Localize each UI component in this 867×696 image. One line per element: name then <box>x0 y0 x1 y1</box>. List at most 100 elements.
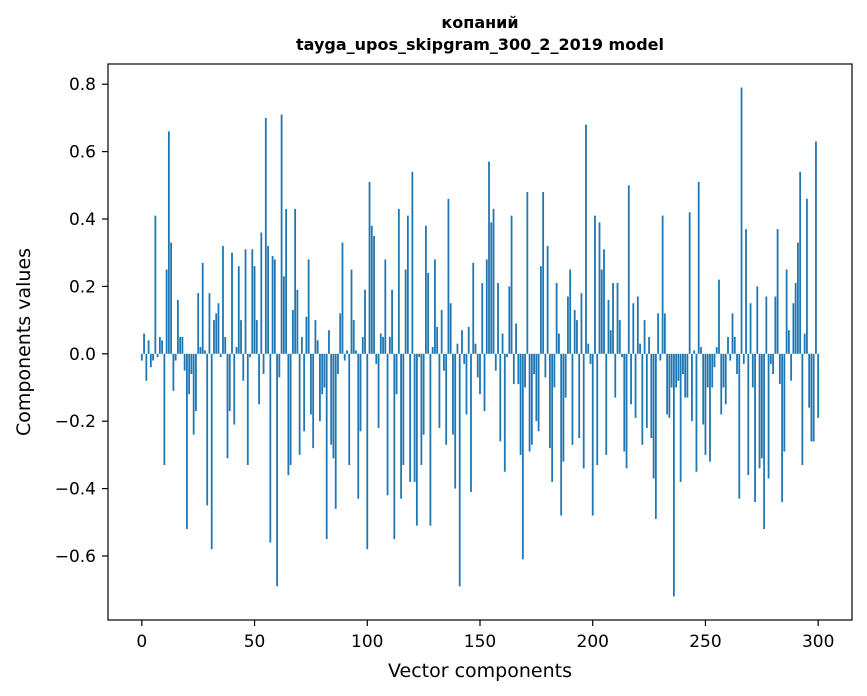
bar <box>600 269 603 354</box>
bar <box>526 192 529 354</box>
y-tick-label: −0.4 <box>55 480 96 500</box>
bar <box>718 279 720 354</box>
bar <box>740 87 743 354</box>
bar <box>215 313 218 354</box>
bar <box>672 353 675 597</box>
bar <box>195 353 197 412</box>
bar <box>395 353 398 395</box>
bar <box>240 320 242 354</box>
bar <box>454 353 457 489</box>
bar <box>472 262 475 354</box>
y-tick-label: 0.6 <box>69 143 96 163</box>
bar <box>192 353 195 435</box>
bar <box>176 299 179 354</box>
bar <box>519 353 522 455</box>
x-tick-label: 150 <box>464 632 496 652</box>
bar <box>208 293 211 354</box>
bar <box>406 215 409 354</box>
bar <box>799 171 802 354</box>
bar <box>174 353 177 361</box>
bar <box>321 353 324 395</box>
x-tick-label: 50 <box>244 632 266 652</box>
bar <box>427 272 430 354</box>
bar <box>467 326 470 354</box>
y-axis-label: Components values <box>13 248 35 436</box>
bar <box>368 181 371 354</box>
bar <box>325 353 328 540</box>
bar <box>675 353 678 388</box>
bar <box>571 353 574 445</box>
y-tick-label: −0.6 <box>55 547 96 567</box>
bar <box>702 353 705 425</box>
bar <box>348 353 351 465</box>
bar <box>758 353 761 469</box>
bar <box>508 286 511 354</box>
bar <box>237 266 240 354</box>
bar <box>294 208 297 354</box>
bar <box>562 353 565 462</box>
bar <box>517 353 520 385</box>
bar <box>682 353 684 375</box>
y-tick-label: −0.2 <box>55 412 96 432</box>
bar <box>729 353 732 361</box>
bar <box>264 117 267 354</box>
bar <box>156 353 159 358</box>
bar <box>677 353 680 381</box>
bar <box>724 353 727 405</box>
bar <box>172 353 175 391</box>
y-tick-label: 0.2 <box>69 277 96 297</box>
bar <box>186 353 188 530</box>
bar <box>352 320 355 354</box>
bar <box>778 353 781 385</box>
bar <box>445 353 448 445</box>
bar <box>695 353 698 472</box>
bar <box>497 283 499 354</box>
bar <box>255 320 258 354</box>
bar <box>573 309 576 354</box>
bar <box>713 353 716 368</box>
bar <box>754 353 756 503</box>
bar <box>204 350 206 354</box>
bar <box>253 266 256 354</box>
bar <box>485 259 488 354</box>
bar <box>715 347 718 354</box>
bar <box>501 333 504 354</box>
bar <box>544 353 547 378</box>
bar <box>219 353 222 358</box>
bar <box>206 353 209 506</box>
bar <box>366 353 369 550</box>
y-tick-label: 0.0 <box>69 345 96 365</box>
bar <box>149 353 152 368</box>
bar <box>307 259 310 354</box>
bar <box>530 353 533 445</box>
bar <box>668 353 671 418</box>
bar <box>792 303 795 354</box>
bar <box>612 283 614 354</box>
bar <box>303 353 306 432</box>
bar <box>181 336 184 354</box>
y-tick-label: 0.4 <box>69 210 96 230</box>
bar <box>787 330 790 354</box>
bar <box>560 353 563 516</box>
bar <box>289 353 292 465</box>
bar <box>262 353 265 375</box>
bar <box>217 303 220 354</box>
bar <box>632 303 635 354</box>
bar <box>251 249 254 354</box>
bar <box>170 242 173 354</box>
x-axis-label: Vector components <box>388 660 572 682</box>
y-tick-label: 0.8 <box>69 75 96 95</box>
bar <box>233 353 236 425</box>
bar <box>801 353 804 465</box>
bar <box>803 333 806 354</box>
bar <box>709 353 711 462</box>
bar <box>691 353 693 422</box>
bar <box>222 245 224 354</box>
bar <box>388 336 391 354</box>
bar <box>648 336 650 354</box>
bar <box>781 353 784 503</box>
bar <box>551 353 554 482</box>
bar <box>812 353 815 442</box>
bar <box>521 353 524 560</box>
bar <box>569 269 572 354</box>
